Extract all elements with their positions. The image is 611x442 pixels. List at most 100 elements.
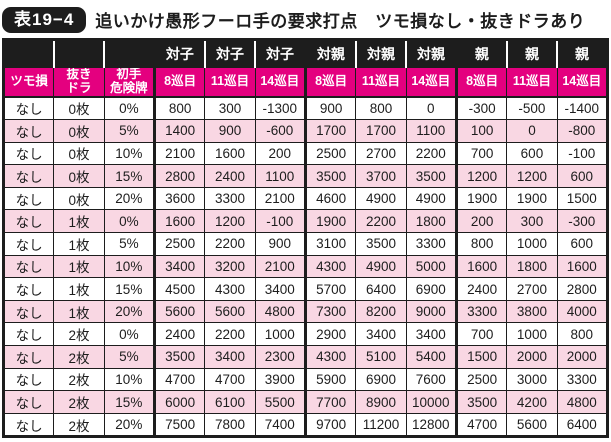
value-cell: 600 <box>506 141 558 166</box>
value-cell: 100 <box>454 119 508 143</box>
table-row: なし 1枚 15% 4500 4300 3400 5700 6400 6900 2400 2700 2… <box>2 277 609 301</box>
value-cell: 2500 <box>303 141 357 166</box>
value-cell: 3100 <box>303 232 357 256</box>
value-cell: -300 <box>556 209 609 234</box>
tsumo-loss-cell: なし <box>2 299 55 324</box>
value-cell: 6000 <box>152 390 206 414</box>
nuki-dora-cell: 0枚 <box>53 186 105 211</box>
value-cell: 1500 <box>556 186 609 211</box>
value-cell: 4300 <box>303 254 357 279</box>
value-cell: 8200 <box>355 299 407 324</box>
sub-header-9: 8巡目 <box>454 67 508 98</box>
nuki-dora-cell: 1枚 <box>53 232 105 256</box>
corner-cell <box>3 39 54 68</box>
sub-header-11: 14巡目 <box>556 67 609 98</box>
value-cell: 1500 <box>454 345 508 369</box>
value-cell: 6400 <box>355 277 407 301</box>
group-header-7: 対親 <box>354 39 407 68</box>
kikenhai-cell: 0% <box>103 95 155 121</box>
value-cell: 1600 <box>454 254 508 279</box>
group-header-8: 対親 <box>405 39 457 68</box>
table-row: なし 0枚 5% 1400 900 -600 1700 1700 1100 100 0 -800 <box>2 119 609 143</box>
value-cell: 600 <box>556 164 609 188</box>
value-cell: 6100 <box>204 390 256 414</box>
value-cell: 4700 <box>454 412 508 438</box>
value-cell: 7400 <box>254 412 306 438</box>
value-cell: 3900 <box>254 367 306 392</box>
nuki-dora-cell: 0枚 <box>53 119 105 143</box>
value-cell: 2400 <box>152 322 206 347</box>
value-cell: 3400 <box>355 322 407 347</box>
sub-header-3: 8巡目 <box>152 67 206 98</box>
tsumo-loss-cell: なし <box>2 186 55 211</box>
value-cell: 2500 <box>152 232 206 256</box>
value-cell: -300 <box>454 95 508 121</box>
value-cell: 2400 <box>454 277 508 301</box>
value-cell: -1400 <box>556 95 609 121</box>
value-cell: 4800 <box>254 299 306 324</box>
value-cell: 5000 <box>405 254 457 279</box>
value-cell: 3400 <box>152 254 206 279</box>
sub-header-2: 初手 危険牌 <box>103 67 155 98</box>
tsumo-loss-cell: なし <box>2 254 55 279</box>
value-cell: 7300 <box>303 299 357 324</box>
nuki-dora-cell: 1枚 <box>53 254 105 279</box>
value-cell: 12800 <box>405 412 457 438</box>
value-cell: 1100 <box>254 164 306 188</box>
value-cell: 3000 <box>506 367 558 392</box>
table-row: なし 1枚 0% 1600 1200 -100 1900 2200 1800 200 300 -300 <box>2 209 609 234</box>
nuki-dora-cell: 2枚 <box>53 367 105 392</box>
value-cell: 8900 <box>355 390 407 414</box>
table-row: なし 2枚 0% 2400 2200 1000 2900 3400 3400 700 1000 800 <box>2 322 609 347</box>
value-cell: 2700 <box>355 141 407 166</box>
value-cell: 1000 <box>506 322 558 347</box>
value-cell: 4900 <box>355 186 407 211</box>
value-cell: 800 <box>454 232 508 256</box>
value-cell: 5600 <box>152 299 206 324</box>
kikenhai-cell: 15% <box>103 390 155 414</box>
kikenhai-cell: 5% <box>103 345 155 369</box>
title-text: 追いかけ愚形フーロ手の要求打点 ツモ損なし・抜きドラあり <box>95 12 586 31</box>
nuki-dora-cell: 2枚 <box>53 390 105 414</box>
kikenhai-cell: 15% <box>103 164 155 188</box>
value-cell: 900 <box>303 95 357 121</box>
value-cell: 2100 <box>254 186 306 211</box>
value-cell: 3300 <box>204 186 256 211</box>
value-cell: 5100 <box>355 345 407 369</box>
tsumo-loss-cell: なし <box>2 95 55 121</box>
tsumo-loss-cell: なし <box>2 232 55 256</box>
value-cell: 1800 <box>405 209 457 234</box>
sub-header-7: 11巡目 <box>355 67 407 98</box>
value-cell: 0 <box>506 119 558 143</box>
value-cell: 4600 <box>303 186 357 211</box>
value-cell: 11200 <box>355 412 407 438</box>
table-row: なし 2枚 15% 6000 6100 5500 7700 8900 10000 3500 4200… <box>2 390 609 414</box>
table-row: なし 1枚 5% 2500 2200 900 3100 3500 3300 800 1000 600 <box>2 232 609 256</box>
nuki-dora-cell: 2枚 <box>53 322 105 347</box>
table-row: なし 0枚 20% 3600 3300 2100 4600 4900 4900 1900 1900 1… <box>2 186 609 211</box>
value-cell: 2200 <box>204 322 256 347</box>
nuki-dora-cell: 0枚 <box>53 164 105 188</box>
value-cell: 3500 <box>152 345 206 369</box>
sub-header-1: 抜き ドラ <box>53 67 105 98</box>
value-cell: 3500 <box>355 232 407 256</box>
value-cell: 300 <box>506 209 558 234</box>
value-cell: 0 <box>405 95 457 121</box>
kikenhai-cell: 5% <box>103 232 155 256</box>
tsumo-loss-cell: なし <box>2 277 55 301</box>
value-cell: 5700 <box>303 277 357 301</box>
table-header: 対子 対子 対子 対親 対親 対親親親親ツモ損 抜き ドラ 初手 危険牌 8巡目 11巡目 14巡目… <box>2 39 609 98</box>
tsumo-loss-cell: なし <box>2 367 55 392</box>
value-cell: 4800 <box>556 390 609 414</box>
value-cell: 3400 <box>254 277 306 301</box>
value-cell: 900 <box>204 119 256 143</box>
sub-header-5: 14巡目 <box>254 67 306 98</box>
kikenhai-cell: 10% <box>103 254 155 279</box>
value-cell: -100 <box>556 141 609 166</box>
value-cell: 200 <box>254 141 306 166</box>
value-cell: 200 <box>454 209 508 234</box>
kikenhai-cell: 20% <box>103 299 155 324</box>
nuki-dora-cell: 0枚 <box>53 141 105 166</box>
table-row: なし 2枚 5% 3500 3400 2300 4300 5100 5400 1500 2000 20… <box>2 345 609 369</box>
value-cell: 900 <box>254 232 306 256</box>
